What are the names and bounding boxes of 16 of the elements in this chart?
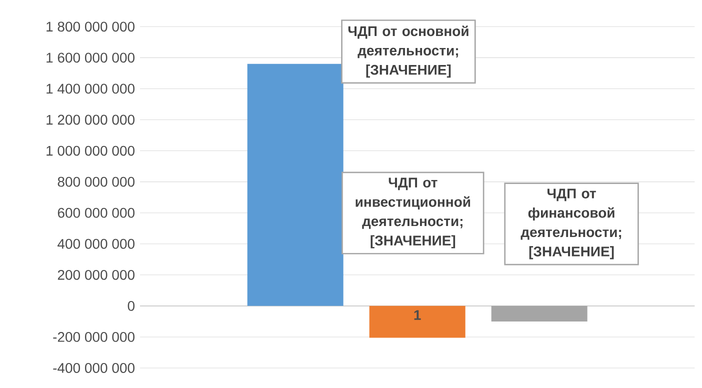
x-tick-label: 1 (414, 310, 421, 320)
y-tick-label: -200 000 000 (53, 332, 134, 342)
y-tick-label: 800 000 000 (58, 176, 134, 187)
annotation: ЧДП от инвестиционной деятельности; [ЗНАЧЕНИЕ] (356, 178, 470, 248)
y-tick-label: 400 000 000 (58, 238, 134, 249)
y-tick-label: 0 (128, 300, 135, 311)
y-tick-label: 1 800 000 000 (46, 22, 134, 32)
annotation: ЧДП от основной деятельности; [ЗНАЧЕНИЕ] (348, 26, 468, 78)
y-tick-label: 1 400 000 000 (46, 84, 134, 94)
y-tick-label: 200 000 000 (58, 270, 134, 280)
y-tick-label: 1 600 000 000 (46, 52, 134, 63)
annotation: ЧДП от финансовой деятельности; [ЗНАЧЕНИЕ] (520, 188, 622, 260)
y-tick-label: 1 000 000 000 (46, 146, 134, 156)
y-tick-label: 1 200 000 000 (46, 114, 134, 125)
y-tick-label: -400 000 000 (53, 363, 134, 373)
y-tick-label: 600 000 000 (58, 208, 134, 218)
